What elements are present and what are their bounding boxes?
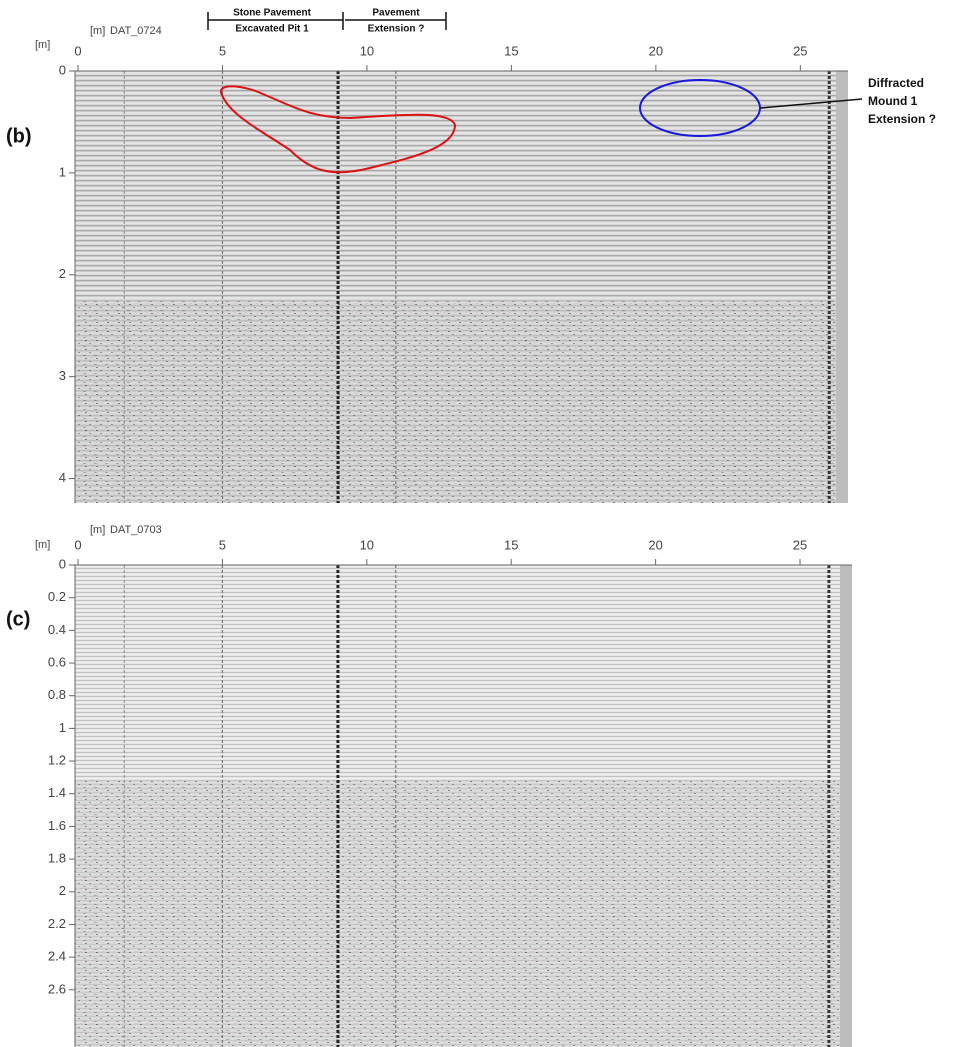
y-unit: [m] [35,39,50,51]
annotation-line: Stone Pavement [233,8,311,19]
y-tick-label: 4 [59,470,66,485]
y-tick-label: 2.4 [48,949,66,964]
y-tick-label: 1.8 [48,851,66,866]
y-tick-label: 1 [59,164,66,179]
x-tick-label: 25 [793,537,807,552]
x-tick-label: 20 [648,537,662,552]
x-tick-label: 25 [793,43,807,58]
x-tick-label: 10 [360,537,374,552]
y-tick-label: 0.8 [48,687,66,702]
annotation-line: Mound 1 [868,94,918,108]
y-tick-label: 3 [59,368,66,383]
x-unit: [m] [90,25,105,37]
panel-label: (b) [6,125,32,147]
x-tick-label: 15 [504,43,518,58]
file-name: DAT_0703 [110,524,162,536]
y-tick-label: 1 [59,720,66,735]
y-tick-label: 1.6 [48,818,66,833]
y-tick-label: 0.4 [48,622,66,637]
y-tick-label: 0.6 [48,654,66,669]
y-tick-label: 0.2 [48,589,66,604]
y-tick-label: 2 [59,266,66,281]
annotation-line: Pavement [372,8,420,19]
x-tick-label: 10 [360,43,374,58]
x-tick-label: 0 [74,43,81,58]
brackets [207,12,863,109]
y-tick-label: 1.4 [48,785,66,800]
side-strip [836,71,848,503]
y-tick-label: 0 [59,62,66,77]
x-tick-label: 20 [649,43,663,58]
x-tick-label: 5 [219,43,226,58]
annotation-line: Extension ? [368,24,425,35]
annotation-line: Excavated Pit 1 [235,24,309,35]
x-unit: [m] [90,524,105,536]
y-unit: [m] [35,539,50,551]
y-tick-label: 2 [59,883,66,898]
y-tick-label: 2.2 [48,916,66,931]
panel-label: (c) [6,608,30,630]
highlight-red [219,85,457,174]
y-tick-label: 0 [59,556,66,571]
annotation-line: Extension ? [868,112,936,126]
x-tick-label: 0 [74,537,81,552]
x-tick-label: 15 [504,537,518,552]
radargram-noise [75,780,852,1047]
y-tick-label: 2.6 [48,981,66,996]
annotation-line: Diffracted [868,76,924,90]
y-tick-label: 1.2 [48,753,66,768]
radargram-noise [75,300,848,503]
file-name: DAT_0724 [110,25,162,37]
side-strip [840,565,852,1047]
x-tick-label: 5 [219,537,226,552]
